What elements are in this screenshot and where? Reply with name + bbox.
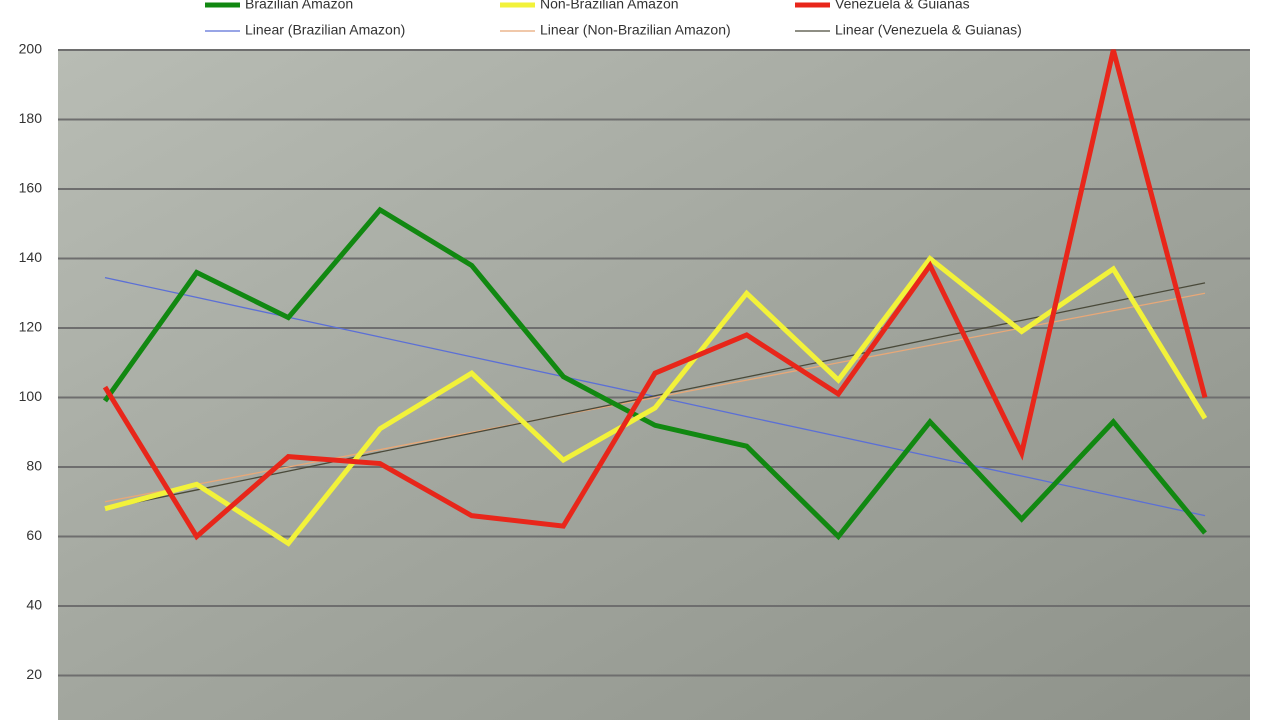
y-tick-label: 160	[19, 180, 43, 196]
legend-label: Venezuela & Guianas	[835, 0, 970, 12]
series-line	[104, 292, 1206, 503]
y-tick-label: 200	[19, 41, 43, 57]
plot-area	[58, 50, 1250, 720]
legend-label: Non-Brazilian Amazon	[540, 0, 679, 12]
series-line	[104, 282, 1206, 510]
y-tick-label: 60	[26, 527, 42, 543]
series-line	[104, 254, 1208, 547]
legend-label: Linear (Brazilian Amazon)	[245, 22, 405, 38]
y-tick-label: 180	[19, 110, 43, 126]
y-tick-label: 80	[26, 458, 42, 474]
legend-label: Brazilian Amazon	[245, 0, 353, 12]
y-tick-label: 40	[26, 597, 42, 613]
y-tick-label: 140	[19, 249, 43, 265]
legend-label: Linear (Venezuela & Guianas)	[835, 22, 1022, 38]
y-tick-label: 100	[19, 388, 43, 404]
legend-label: Linear (Non-Brazilian Amazon)	[540, 22, 731, 38]
y-tick-label: 120	[19, 319, 43, 335]
series-line	[102, 206, 1207, 541]
y-tick-label: 20	[26, 666, 42, 682]
series-line	[102, 49, 1208, 541]
